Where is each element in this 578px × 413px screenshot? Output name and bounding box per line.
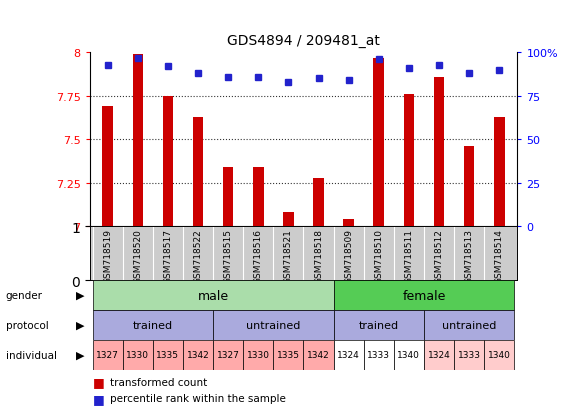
Text: 1327: 1327 <box>96 350 119 359</box>
Bar <box>424 340 454 370</box>
Text: 1324: 1324 <box>337 350 360 359</box>
Text: 1333: 1333 <box>367 350 390 359</box>
Bar <box>484 340 514 370</box>
Bar <box>454 340 484 370</box>
Text: GSM718521: GSM718521 <box>284 228 293 283</box>
Bar <box>303 340 334 370</box>
Text: 1340: 1340 <box>488 350 511 359</box>
Title: GDS4894 / 209481_at: GDS4894 / 209481_at <box>227 34 380 48</box>
Text: individual: individual <box>6 350 57 360</box>
Text: 1342: 1342 <box>307 350 330 359</box>
Bar <box>343 220 354 227</box>
Bar <box>162 97 173 227</box>
Text: male: male <box>198 289 229 302</box>
Bar <box>102 107 113 227</box>
Bar <box>243 340 273 370</box>
Text: GSM718513: GSM718513 <box>465 228 473 283</box>
Text: 1333: 1333 <box>458 350 481 359</box>
Bar <box>334 280 514 310</box>
Text: female: female <box>402 289 446 302</box>
Bar <box>192 117 203 227</box>
Text: GSM718518: GSM718518 <box>314 228 323 283</box>
Text: ■: ■ <box>92 375 104 389</box>
Bar <box>153 340 183 370</box>
Text: ▶: ▶ <box>76 290 84 300</box>
Text: GSM718512: GSM718512 <box>435 228 443 283</box>
Text: GSM718515: GSM718515 <box>224 228 233 283</box>
Text: GSM718511: GSM718511 <box>405 228 413 283</box>
Text: 1335: 1335 <box>157 350 179 359</box>
Text: GSM718522: GSM718522 <box>194 228 202 283</box>
Bar <box>92 310 213 340</box>
Bar <box>364 340 394 370</box>
Text: GSM718510: GSM718510 <box>374 228 383 283</box>
Text: GSM718516: GSM718516 <box>254 228 263 283</box>
Bar <box>394 340 424 370</box>
Text: GSM718519: GSM718519 <box>103 228 112 283</box>
Bar <box>434 78 444 227</box>
Text: 1327: 1327 <box>217 350 240 359</box>
Text: untrained: untrained <box>246 320 301 330</box>
Text: ▶: ▶ <box>76 350 84 360</box>
Bar <box>424 310 514 340</box>
Bar <box>92 340 123 370</box>
Text: GSM718517: GSM718517 <box>164 228 172 283</box>
Text: 1324: 1324 <box>428 350 450 359</box>
Text: 1335: 1335 <box>277 350 300 359</box>
Bar <box>213 340 243 370</box>
Bar <box>92 280 334 310</box>
Bar <box>494 117 505 227</box>
Text: 1330: 1330 <box>126 350 149 359</box>
Text: untrained: untrained <box>442 320 497 330</box>
Text: 1340: 1340 <box>398 350 420 359</box>
Bar <box>123 340 153 370</box>
Text: protocol: protocol <box>6 320 49 330</box>
Text: ▶: ▶ <box>76 320 84 330</box>
Text: trained: trained <box>359 320 399 330</box>
Text: trained: trained <box>133 320 173 330</box>
Text: GSM718514: GSM718514 <box>495 228 504 283</box>
Text: percentile rank within the sample: percentile rank within the sample <box>110 394 286 404</box>
Bar <box>273 340 303 370</box>
Bar <box>132 55 143 227</box>
Bar <box>253 168 264 227</box>
Bar <box>213 310 334 340</box>
Text: 1342: 1342 <box>187 350 209 359</box>
Text: gender: gender <box>6 290 43 300</box>
Bar <box>334 340 364 370</box>
Text: GSM718509: GSM718509 <box>344 228 353 283</box>
Bar <box>313 178 324 227</box>
Bar <box>183 340 213 370</box>
Bar <box>223 168 234 227</box>
Bar <box>334 310 424 340</box>
Bar <box>283 213 294 227</box>
Bar <box>403 95 414 227</box>
Bar <box>464 147 475 227</box>
Text: 1330: 1330 <box>247 350 270 359</box>
Text: transformed count: transformed count <box>110 377 207 387</box>
Bar <box>373 59 384 227</box>
Text: ■: ■ <box>92 392 104 405</box>
Text: GSM718520: GSM718520 <box>134 228 142 283</box>
